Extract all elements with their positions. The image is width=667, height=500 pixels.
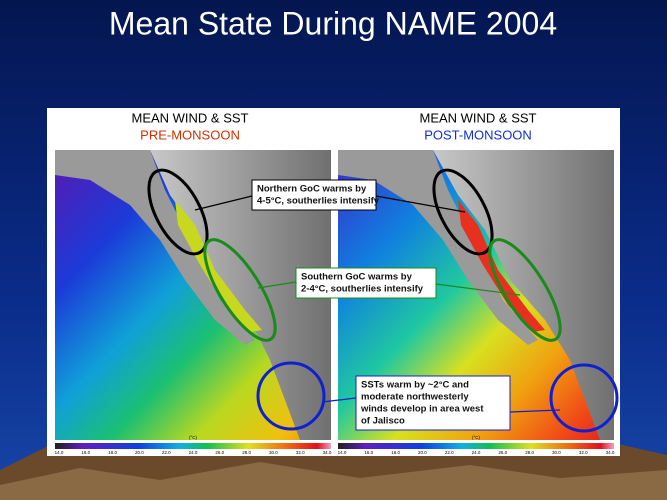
colorbar-label: 34.0 xyxy=(606,450,615,455)
mainland xyxy=(150,150,331,440)
colorbar-label: 16.0 xyxy=(364,450,373,455)
annotation-text: winds develop in area west xyxy=(360,404,484,415)
annotation-text: SSTs warm by ~2°C and xyxy=(361,380,469,391)
panel-heading: MEAN WIND & SST xyxy=(419,110,536,125)
colorbar-label: 18.0 xyxy=(391,450,400,455)
circle-jalisco xyxy=(256,361,326,431)
colorbar-label: 32.0 xyxy=(579,450,588,455)
colorbar-label: 14.0 xyxy=(338,450,347,455)
annotation-text: moderate northwesterly xyxy=(361,392,469,403)
pointer-lines xyxy=(194,195,561,413)
ellipse-north xyxy=(147,168,209,256)
colorbar-label: 24.0 xyxy=(472,450,481,455)
colorbar-label: 16.0 xyxy=(81,450,90,455)
pointer xyxy=(321,397,357,403)
annotation-box xyxy=(251,179,377,211)
mainland xyxy=(433,150,614,440)
gulf-sst xyxy=(175,200,262,332)
ellipse-south xyxy=(488,238,562,342)
highlight-ellipses xyxy=(147,168,619,433)
pointer xyxy=(375,195,466,213)
colorbar-label: 22.0 xyxy=(445,450,454,455)
colorbar-unit: (°C) xyxy=(472,435,481,440)
ellipse-south xyxy=(203,238,277,342)
left-map xyxy=(55,150,331,440)
colorbar-label: 14.0 xyxy=(55,450,64,455)
colorbar-label: 24.0 xyxy=(189,450,198,455)
colorbar xyxy=(338,443,614,449)
pointer xyxy=(257,281,297,289)
colorbar-unit: (°C) xyxy=(189,435,198,440)
pointer xyxy=(194,195,253,211)
panel-heading: MEAN WIND & SST xyxy=(131,110,248,125)
panel-period: PRE-MONSOON xyxy=(140,127,240,142)
annotation-text: 4-5°C, southerlies intensify xyxy=(257,196,380,207)
slide-title: Mean State During NAME 2004 xyxy=(109,5,557,41)
colorbar-label: 28.0 xyxy=(242,450,251,455)
ellipse-north xyxy=(432,168,494,256)
colorbar-label: 20.0 xyxy=(135,450,144,455)
colorbar-label: 26.0 xyxy=(215,450,224,455)
colorbar-label: 18.0 xyxy=(108,450,117,455)
annotation-box xyxy=(295,267,437,299)
colorbar-label: 30.0 xyxy=(552,450,561,455)
colorbar-label: 28.0 xyxy=(525,450,534,455)
colorbar-label: 30.0 xyxy=(269,450,278,455)
pointer xyxy=(435,283,521,296)
panel-period: POST-MONSOON xyxy=(424,127,532,142)
annotation-text: Southern GoC warms by xyxy=(301,272,413,283)
colorbar-label: 20.0 xyxy=(418,450,427,455)
colorbar-label: 32.0 xyxy=(296,450,305,455)
annotation-text: of Jalisco xyxy=(361,416,405,427)
baja-peninsula xyxy=(55,150,255,345)
colorbar-label: 22.0 xyxy=(162,450,171,455)
gulf-sst xyxy=(458,200,545,332)
annotation-text: Northern GoC warms by xyxy=(257,184,367,195)
colorbar-label: 26.0 xyxy=(498,450,507,455)
annotation-text: 2-4°C, southerlies intensify xyxy=(301,284,424,295)
colorbar xyxy=(55,443,331,449)
pointer xyxy=(509,409,561,413)
annotation-box xyxy=(355,375,511,431)
baja-peninsula xyxy=(338,150,538,345)
circle-jalisco xyxy=(549,363,619,433)
colorbar-label: 34.0 xyxy=(323,450,332,455)
mountains-front xyxy=(0,462,667,500)
